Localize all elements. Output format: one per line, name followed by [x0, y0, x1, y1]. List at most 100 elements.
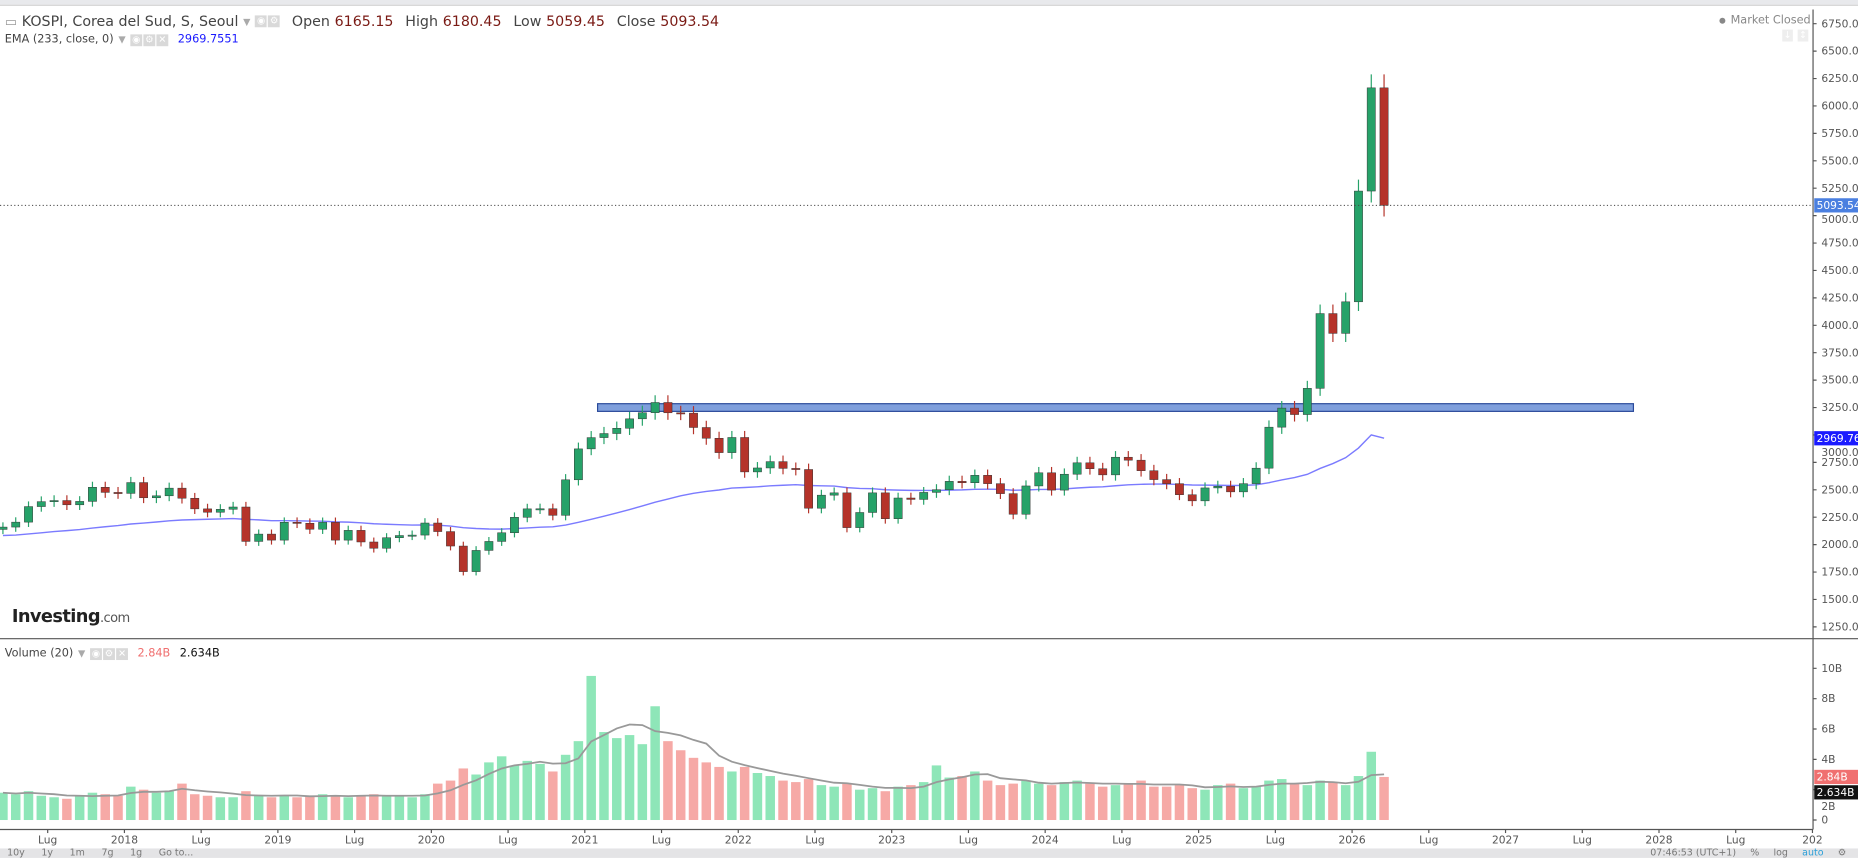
open-label: Open [291, 13, 330, 30]
time-tick-label: Lug [652, 834, 671, 847]
volume-bar [1238, 788, 1249, 821]
logo-suffix: .com [99, 610, 130, 626]
candle-body [36, 501, 46, 507]
candle-body [100, 487, 110, 493]
volume-bar [535, 763, 545, 821]
candle-body [62, 500, 72, 506]
volume-bar [1366, 751, 1377, 821]
candle-body [574, 448, 583, 481]
gear-icon[interactable]: ⚙ [103, 647, 115, 660]
candle-body [484, 541, 494, 551]
volume-bar [317, 794, 328, 821]
time-tick-label: Lug [498, 834, 517, 847]
volume-bar [49, 797, 59, 821]
range-10y[interactable]: 10y [7, 848, 25, 858]
visibility-icon[interactable]: ◉ [130, 33, 143, 46]
close-icon[interactable]: ✕ [156, 33, 169, 46]
volume-bar [1379, 776, 1389, 821]
volume-bar [1008, 783, 1018, 821]
time-tick-label: Lug [1573, 834, 1592, 847]
log-toggle[interactable]: log [1773, 848, 1788, 858]
go-to-button[interactable]: Go to... [158, 848, 194, 858]
volume-bar [1277, 779, 1287, 821]
volume-bar [1187, 788, 1197, 821]
volume-bar [1328, 782, 1338, 821]
volume-bar [970, 771, 980, 821]
volume-bar [931, 765, 942, 821]
volume-bar [369, 794, 379, 821]
candle-body [983, 475, 993, 484]
volume-bar [356, 795, 366, 821]
time-tick-label: 2019 [264, 834, 291, 847]
percent-toggle[interactable]: % [1750, 848, 1760, 858]
volume-bar [253, 795, 264, 821]
volume-bar [1021, 780, 1031, 821]
time-tick-label: Lug [959, 834, 978, 847]
volume-tick-label: 4B [1821, 753, 1835, 766]
scale-vertical-icon[interactable]: ↕ [1797, 29, 1809, 42]
volume-bar [1123, 783, 1134, 821]
time-tick-label: Lug [1726, 834, 1745, 847]
auto-toggle[interactable]: auto [1802, 848, 1824, 858]
candle-body [829, 492, 839, 496]
visibility-icon[interactable]: ◉ [255, 15, 268, 28]
range-1y[interactable]: 1y [41, 848, 54, 858]
price-tick-label: 5000.00 [1821, 213, 1858, 226]
time-tick-label: 2026 [1339, 834, 1366, 847]
candle-body [1264, 426, 1274, 469]
candle-body [24, 506, 33, 523]
ema-value: 2969.7551 [177, 33, 239, 47]
volume-bar [343, 797, 353, 821]
candle-body [996, 483, 1005, 494]
candle-body [893, 497, 903, 519]
volume-tick-label: 8B [1821, 692, 1835, 705]
candle-body [612, 428, 622, 434]
volume-bar [867, 788, 878, 821]
gear-icon[interactable]: ⚙ [143, 33, 156, 46]
chevron-down-icon[interactable]: ▼ [118, 34, 126, 46]
volume-bar [1046, 785, 1057, 821]
volume-bar [202, 795, 213, 821]
chevron-down-icon[interactable]: ▼ [243, 15, 251, 27]
volume-bar [1251, 786, 1261, 821]
candle-body [177, 487, 187, 499]
candle-body [1354, 190, 1363, 303]
gear-icon[interactable]: ⚙ [1837, 848, 1847, 858]
volume-bar [1213, 785, 1223, 821]
ema-value-label: 2969.76 [1817, 432, 1858, 445]
chevron-down-icon[interactable]: ▼ [78, 648, 86, 659]
volume-bar [1353, 776, 1364, 821]
volume-bar [266, 797, 277, 821]
volume-legend: Volume (20) ▼ ◉ ⚙ ✕ 2.84B 2.634B [5, 647, 220, 660]
volume-bar [944, 777, 954, 821]
candle-body [599, 433, 609, 438]
volume-bar [1034, 783, 1044, 821]
candle-body [663, 402, 673, 414]
volume-bar [509, 765, 520, 821]
candle-body [548, 508, 558, 516]
candle-body [1200, 487, 1210, 502]
volume-bar [420, 794, 430, 821]
range-1g[interactable]: 1g [130, 848, 143, 858]
volume-bar [113, 795, 123, 821]
candle-body [126, 482, 136, 494]
volume-bar [688, 757, 699, 821]
visibility-icon[interactable]: ◉ [90, 647, 102, 660]
volume-bar [190, 794, 200, 821]
range-7g[interactable]: 7g [101, 848, 114, 858]
volume-bar [292, 797, 302, 821]
scroll-down-icon[interactable]: ↓ [1782, 29, 1793, 42]
volume-bar [394, 795, 405, 821]
volume-bar [432, 783, 443, 821]
volume-bar [560, 754, 571, 821]
symbol-title: KOSPI, Corea del Sud, S, Seoul [21, 13, 239, 30]
range-1m[interactable]: 1m [69, 848, 85, 858]
gear-icon[interactable]: ⚙ [268, 15, 281, 28]
price-tick-label: 6000.00 [1821, 100, 1858, 113]
close-icon[interactable]: ✕ [116, 647, 128, 660]
volume-bar [829, 786, 839, 821]
volume-bar [522, 760, 532, 821]
investing-logo: Investing.com [12, 606, 130, 627]
resistance-zone [596, 403, 1635, 412]
